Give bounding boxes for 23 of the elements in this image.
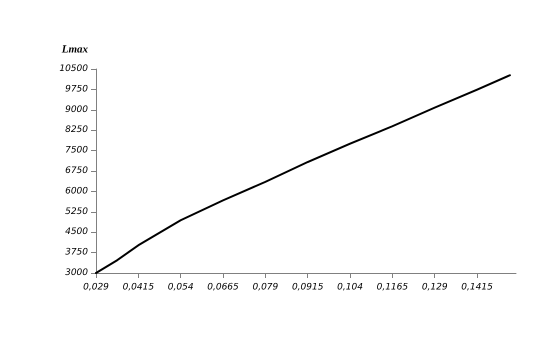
x-tick-label: 0,104 <box>337 282 364 292</box>
x-tick-label: 0,129 <box>422 282 448 292</box>
y-tick-label: 5250 <box>65 206 88 217</box>
y-tick-label: 9750 <box>65 84 88 94</box>
y-tick-label: 9000 <box>65 104 88 115</box>
y-axis-title: Lmax <box>60 44 88 56</box>
x-tick-label: 0,054 <box>168 282 194 292</box>
y-tick-label: 10500 <box>59 64 88 74</box>
x-tick-label: 0,0665 <box>207 282 240 292</box>
line-series <box>95 74 511 274</box>
y-tick-label: 7500 <box>65 146 88 156</box>
x-tick-label: 0,079 <box>252 282 279 292</box>
x-tick-label: 0,0915 <box>292 282 324 292</box>
y-tick-label: 6750 <box>65 166 88 176</box>
x-tick-label: 0,1415 <box>461 282 494 292</box>
y-tick-label: 6000 <box>65 186 88 196</box>
y-tick-label: 3000 <box>65 268 88 278</box>
y-tick-label: 4500 <box>65 227 88 238</box>
x-tick-label: 0,1165 <box>376 282 408 292</box>
x-tick-label: 0,0415 <box>122 282 154 292</box>
y-tick-label: 8250 <box>65 125 88 136</box>
y-tick-label: 3750 <box>65 248 88 258</box>
x-tick-label: 0,029 <box>83 282 110 292</box>
